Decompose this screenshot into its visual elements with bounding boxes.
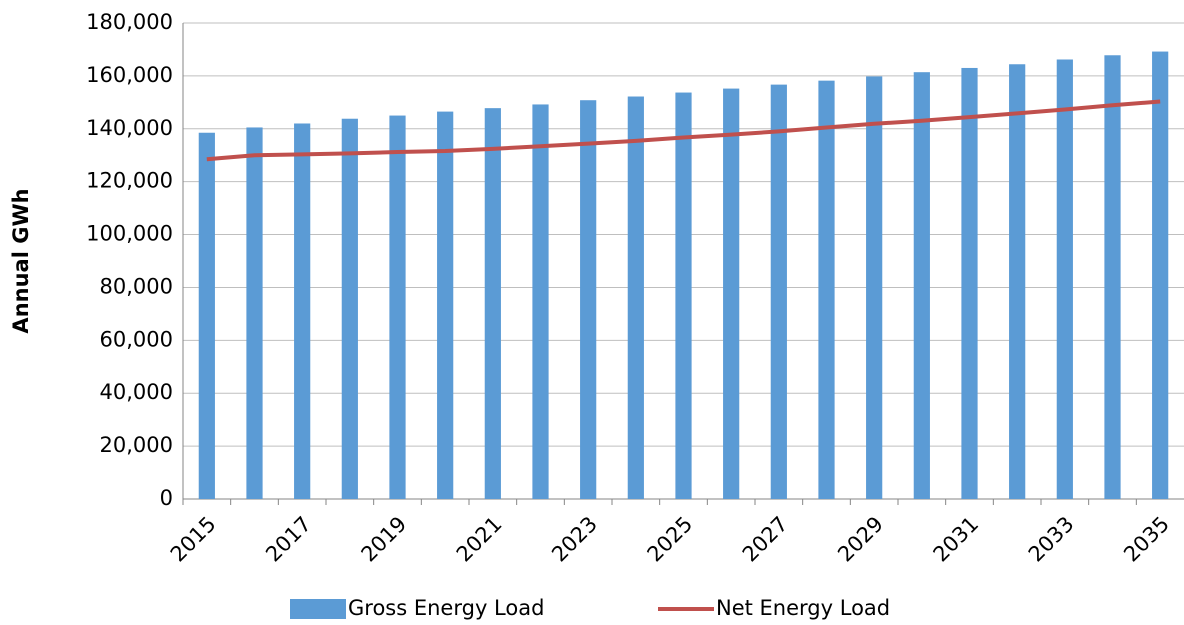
x-tick-label: 2021 — [452, 512, 507, 567]
bar — [961, 67, 978, 499]
bar — [341, 118, 358, 500]
bar — [913, 72, 930, 499]
x-tick-label: 2019 — [357, 512, 412, 567]
y-tick-label: 0 — [160, 486, 173, 510]
bar — [866, 76, 883, 499]
x-tick-label: 2029 — [833, 512, 888, 567]
bar — [1009, 64, 1026, 500]
x-tick-label: 2031 — [929, 512, 984, 567]
y-tick-label: 40,000 — [100, 380, 173, 404]
bar — [627, 96, 644, 499]
bar — [1056, 59, 1073, 499]
bar — [198, 132, 215, 499]
bar — [484, 108, 501, 499]
bar — [818, 80, 835, 499]
y-tick-label: 140,000 — [86, 116, 173, 140]
y-tick-label: 160,000 — [86, 63, 173, 87]
y-tick-label: 20,000 — [100, 433, 173, 457]
y-tick-label: 120,000 — [86, 169, 173, 193]
y-tick-label: 180,000 — [86, 10, 173, 34]
bar — [580, 100, 597, 500]
x-tick-label: 2017 — [261, 512, 316, 567]
y-tick-label: 100,000 — [86, 222, 173, 246]
legend-swatch — [290, 599, 346, 619]
x-tick-label: 2033 — [1024, 512, 1079, 567]
bar — [1104, 55, 1121, 500]
x-tick-label: 2035 — [1119, 512, 1174, 567]
y-tick-label: 60,000 — [100, 327, 173, 351]
bar — [675, 92, 692, 499]
x-tick-label: 2023 — [547, 512, 602, 567]
bar — [1152, 51, 1169, 500]
bar — [389, 115, 406, 500]
line — [206, 99, 1161, 162]
bar — [723, 88, 740, 500]
bar — [294, 123, 311, 499]
legend-label: Gross Energy Load — [348, 596, 544, 620]
y-axis-title: Annual GWh — [9, 188, 33, 333]
x-tick-label: 2015 — [166, 512, 221, 567]
x-tick-label: 2027 — [738, 512, 793, 567]
bar — [437, 111, 454, 499]
bar — [770, 84, 787, 500]
bar — [246, 127, 263, 499]
y-tick-label: 80,000 — [100, 274, 173, 298]
legend-label: Net Energy Load — [716, 596, 890, 620]
bar — [532, 104, 549, 500]
x-tick-label: 2025 — [643, 512, 698, 567]
